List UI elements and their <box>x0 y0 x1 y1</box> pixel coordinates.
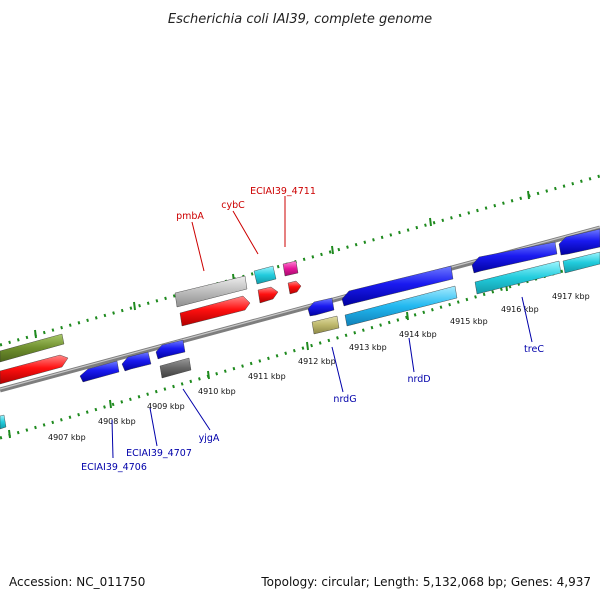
gene-treC-blue <box>471 241 558 274</box>
gene-left-cyan <box>0 414 7 430</box>
tick-label: 4911 kbp <box>248 372 286 381</box>
tick-label: 4914 kbp <box>399 330 437 339</box>
gene-nrdD-blue <box>341 265 454 307</box>
gene-label-nrdG: nrdG <box>333 394 356 405</box>
gene-olive <box>0 333 65 363</box>
gene-label-pmbA: pmbA <box>176 211 204 222</box>
gene-label-nrdD: nrdD <box>407 374 430 385</box>
tick-label: 4913 kbp <box>349 343 387 352</box>
gene-4707 <box>121 351 152 372</box>
kbp-labels: 4907 kbp 4908 kbp 4909 kbp 4910 kbp 4911… <box>48 292 590 442</box>
gene-nrdG-khaki <box>311 315 340 335</box>
reverse-label-leaders <box>111 296 533 459</box>
forward-label-leaders <box>191 196 286 272</box>
tick-label: 4917 kbp <box>552 292 590 301</box>
gene-label-yjgA: yjgA <box>199 433 220 444</box>
map-title: Escherichia coli IAI39, complete genome <box>168 12 432 27</box>
gene-yjgA-blue <box>155 339 186 360</box>
tick-label: 4907 kbp <box>48 433 86 442</box>
gene-4711-red <box>287 280 302 295</box>
forward-genes <box>0 260 302 385</box>
gene-label-ECIAI39-4706: ECIAI39_4706 <box>81 462 147 473</box>
gene-yjgA-dark <box>159 357 192 379</box>
gene-pmbA-red <box>179 295 251 327</box>
gene-4711-pink <box>282 260 299 277</box>
gene-label-treC: treC <box>524 344 544 355</box>
gene-label-ECIAI39-4707: ECIAI39_4707 <box>126 448 192 459</box>
gene-red-left <box>0 354 69 385</box>
gene-nrdG-blue <box>307 297 335 317</box>
accession-text: Accession: NC_011750 <box>9 575 145 589</box>
tick-label: 4912 kbp <box>298 357 336 366</box>
gene-cybC-red <box>257 286 279 304</box>
genome-summary-text: Topology: circular; Length: 5,132,068 bp… <box>260 575 591 589</box>
inner-tick-marks <box>8 282 508 439</box>
gene-pmbA-gray <box>174 275 248 308</box>
tick-label: 4909 kbp <box>147 402 185 411</box>
gene-right-blue <box>558 228 600 256</box>
outer-tick-marks <box>34 190 530 339</box>
tick-label: 4908 kbp <box>98 417 136 426</box>
gene-cybC-cyan <box>253 265 277 285</box>
gene-4706 <box>79 360 120 383</box>
reverse-genes <box>0 228 600 430</box>
gene-right-cyan <box>562 251 600 274</box>
gene-treC-cyan <box>474 260 562 295</box>
tick-label: 4910 kbp <box>198 387 236 396</box>
gene-label-cybC: cybC <box>221 200 245 211</box>
gene-label-ECIAI39-4711: ECIAI39_4711 <box>250 186 316 197</box>
tick-label: 4915 kbp <box>450 317 488 326</box>
tick-label: 4916 kbp <box>501 305 539 314</box>
gene-nrdD-sky <box>344 285 458 327</box>
